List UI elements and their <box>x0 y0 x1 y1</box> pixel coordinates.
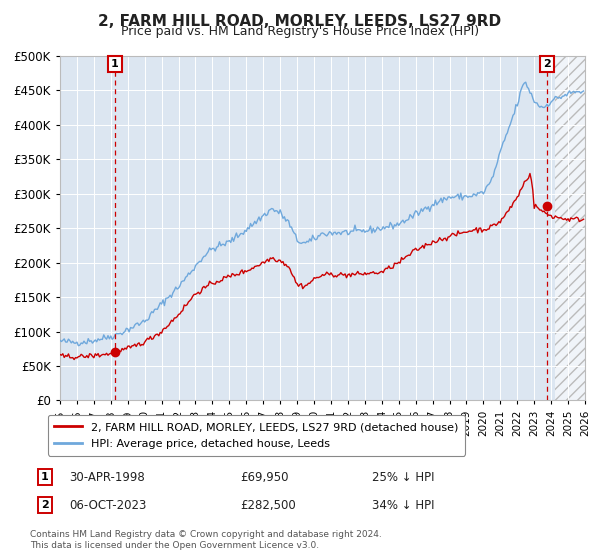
Text: 06-OCT-2023: 06-OCT-2023 <box>69 498 146 512</box>
Text: 1: 1 <box>111 59 119 69</box>
Text: 2: 2 <box>41 500 49 510</box>
Text: 25% ↓ HPI: 25% ↓ HPI <box>372 470 434 484</box>
Text: Contains HM Land Registry data © Crown copyright and database right 2024.: Contains HM Land Registry data © Crown c… <box>30 530 382 539</box>
Bar <box>556 56 593 400</box>
Text: 2: 2 <box>543 59 551 69</box>
Bar <box>556 56 593 400</box>
Text: This data is licensed under the Open Government Licence v3.0.: This data is licensed under the Open Gov… <box>30 541 319 550</box>
Text: 1: 1 <box>41 472 49 482</box>
Text: 2, FARM HILL ROAD, MORLEY, LEEDS, LS27 9RD: 2, FARM HILL ROAD, MORLEY, LEEDS, LS27 9… <box>98 14 502 29</box>
Text: £69,950: £69,950 <box>240 470 289 484</box>
Text: 34% ↓ HPI: 34% ↓ HPI <box>372 498 434 512</box>
Text: £282,500: £282,500 <box>240 498 296 512</box>
Legend: 2, FARM HILL ROAD, MORLEY, LEEDS, LS27 9RD (detached house), HPI: Average price,: 2, FARM HILL ROAD, MORLEY, LEEDS, LS27 9… <box>47 415 465 456</box>
Text: 30-APR-1998: 30-APR-1998 <box>69 470 145 484</box>
Text: Price paid vs. HM Land Registry's House Price Index (HPI): Price paid vs. HM Land Registry's House … <box>121 25 479 38</box>
